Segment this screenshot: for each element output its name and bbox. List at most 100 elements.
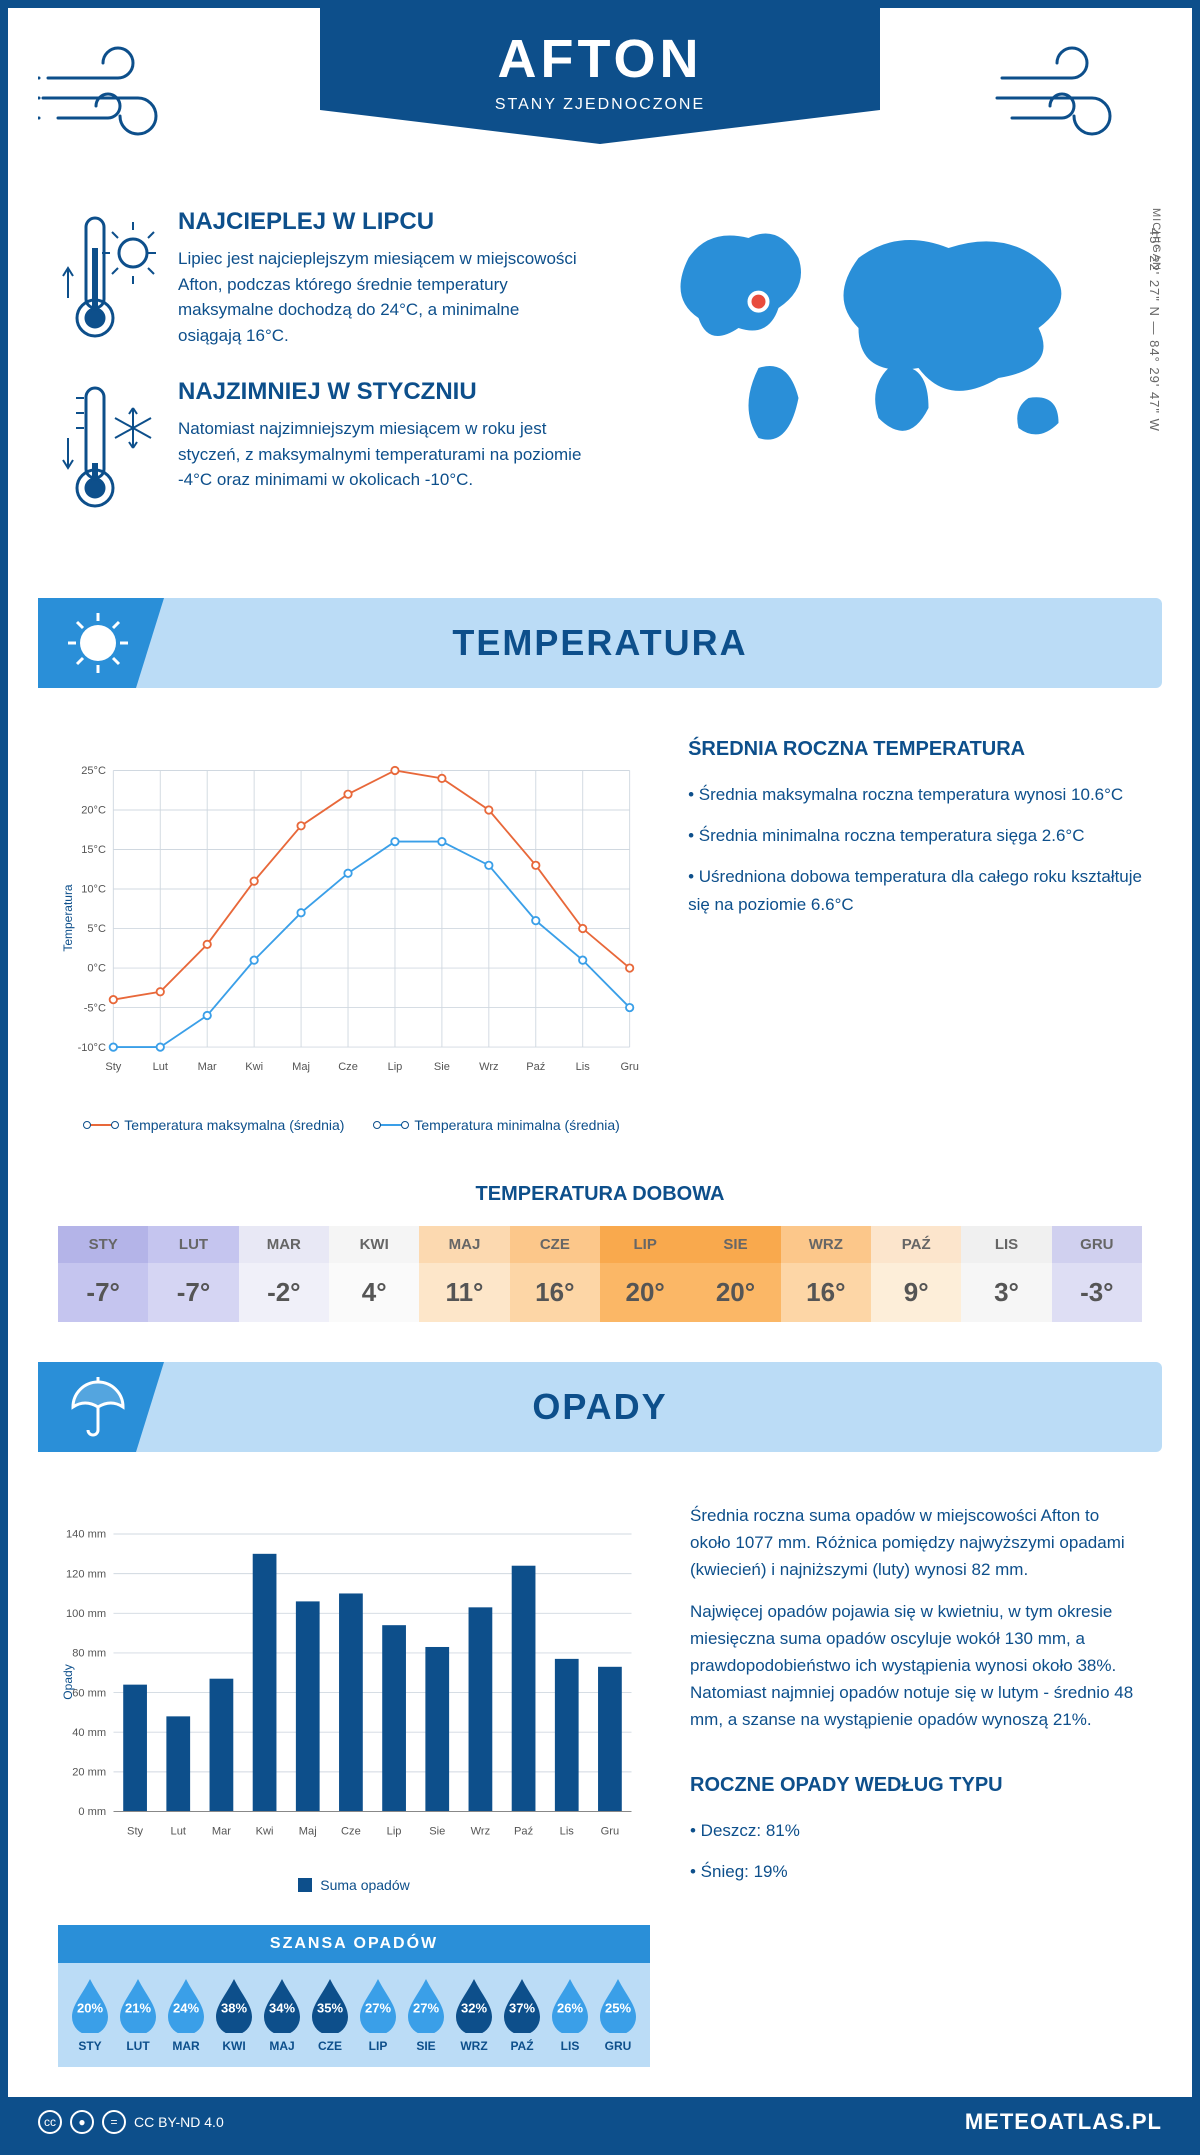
precip-chart-legend: Suma opadów [58, 1877, 650, 1895]
svg-text:-10°C: -10°C [78, 1042, 106, 1054]
rain-chance-item: 26% LIS [548, 1977, 592, 2053]
by-icon: ● [70, 2110, 94, 2134]
daily-temp-month: CZE [510, 1226, 600, 1263]
precip-type-item: • Śnieg: 19% [690, 1858, 1142, 1885]
rain-chance-month: MAR [164, 2039, 208, 2053]
svg-text:Kwi: Kwi [256, 1826, 274, 1838]
daily-temp-value: -3° [1052, 1263, 1142, 1322]
daily-temp-month: GRU [1052, 1226, 1142, 1263]
wind-icon [38, 38, 208, 148]
rain-chance-month: MAJ [260, 2039, 304, 2053]
svg-text:20 mm: 20 mm [72, 1767, 106, 1779]
svg-text:Maj: Maj [292, 1061, 310, 1073]
rain-chance-month: PAŹ [500, 2039, 544, 2053]
legend-max-label: Temperatura maksymalna (średnia) [124, 1117, 344, 1133]
svg-text:80 mm: 80 mm [72, 1648, 106, 1660]
rain-chance-month: KWI [212, 2039, 256, 2053]
raindrop-icon: 21% [116, 1977, 160, 2033]
rain-chance-percent: 27% [365, 2000, 391, 2015]
rain-chance-month: CZE [308, 2039, 352, 2053]
temp-summary-title: ŚREDNIA ROCZNA TEMPERATURA [688, 738, 1142, 761]
svg-text:40 mm: 40 mm [72, 1727, 106, 1739]
daily-temp-month: LIP [600, 1226, 690, 1263]
raindrop-icon: 27% [404, 1977, 448, 2033]
rain-chance-item: 20% STY [68, 1977, 112, 2053]
temp-summary-bullet: • Średnia minimalna roczna temperatura s… [688, 822, 1142, 849]
temp-chart-legend: Temperatura maksymalna (średnia) Tempera… [58, 1113, 648, 1133]
svg-text:100 mm: 100 mm [66, 1608, 106, 1620]
daily-temp-value: 16° [510, 1263, 600, 1322]
rain-chance-item: 25% GRU [596, 1977, 640, 2053]
rain-chance-item: 21% LUT [116, 1977, 160, 2053]
daily-temp-value: 20° [690, 1263, 780, 1322]
svg-text:Lis: Lis [576, 1061, 591, 1073]
svg-text:Mar: Mar [198, 1061, 217, 1073]
precip-summary-p2: Najwięcej opadów pojawia się w kwietniu,… [690, 1598, 1142, 1734]
cc-icon: cc [38, 2110, 62, 2134]
rain-chance-item: 27% SIE [404, 1977, 448, 2053]
svg-text:5°C: 5°C [87, 923, 106, 935]
svg-text:60 mm: 60 mm [72, 1687, 106, 1699]
rain-chance-percent: 20% [77, 2000, 103, 2015]
svg-text:-5°C: -5°C [84, 1002, 106, 1014]
daily-temp-month: LUT [148, 1226, 238, 1263]
rain-chance-month: LIS [548, 2039, 592, 2053]
rain-chance-item: 27% LIP [356, 1977, 400, 2053]
svg-text:140 mm: 140 mm [66, 1529, 106, 1541]
license-text: CC BY-ND 4.0 [134, 2114, 224, 2130]
rain-chance-percent: 21% [125, 2000, 151, 2015]
rain-chance-month: LIP [356, 2039, 400, 2053]
rain-chance-item: 24% MAR [164, 1977, 208, 2053]
temp-summary-bullet: • Średnia maksymalna roczna temperatura … [688, 781, 1142, 808]
raindrop-icon: 27% [356, 1977, 400, 2033]
nd-icon: = [102, 2110, 126, 2134]
title-banner: AFTON STANY ZJEDNOCZONE [320, 8, 880, 144]
svg-text:Lut: Lut [171, 1826, 186, 1838]
daily-temp-value: 20° [600, 1263, 690, 1322]
svg-text:Sie: Sie [429, 1826, 445, 1838]
rain-chance-percent: 35% [317, 2000, 343, 2015]
svg-text:Wrz: Wrz [479, 1061, 498, 1073]
daily-temp-value: 3° [961, 1263, 1051, 1322]
svg-text:Paź: Paź [514, 1826, 533, 1838]
daily-temp-month: SIE [690, 1226, 780, 1263]
thermometer-hot-icon [58, 208, 158, 348]
legend-min-label: Temperatura minimalna (średnia) [414, 1117, 619, 1133]
daily-temp-value: -2° [239, 1263, 329, 1322]
warmest-text: Lipiec jest najcieplejszym miesiącem w m… [178, 246, 585, 348]
legend-precip-label: Suma opadów [320, 1877, 410, 1893]
rain-chance-percent: 37% [509, 2000, 535, 2015]
rain-chance-percent: 34% [269, 2000, 295, 2015]
daily-temp-month: MAJ [419, 1226, 509, 1263]
daily-temp-month: STY [58, 1226, 148, 1263]
daily-temp-title: TEMPERATURA DOBOWA [58, 1183, 1142, 1206]
daily-temp-month: MAR [239, 1226, 329, 1263]
rain-chance-month: WRZ [452, 2039, 496, 2053]
thermometer-cold-icon [58, 378, 158, 518]
country-subtitle: STANY ZJEDNOCZONE [320, 96, 880, 114]
raindrop-icon: 25% [596, 1977, 640, 2033]
rain-chance-month: GRU [596, 2039, 640, 2053]
precipitation-bar-chart: 0 mm20 mm40 mm60 mm80 mm100 mm120 mm140 … [58, 1502, 650, 1862]
rain-chance-month: STY [68, 2039, 112, 2053]
raindrop-icon: 26% [548, 1977, 592, 2033]
raindrop-icon: 32% [452, 1977, 496, 2033]
intro-section: NAJCIEPLEJ W LIPCU Lipiec jest najcieple… [8, 188, 1192, 578]
svg-text:Paź: Paź [526, 1061, 545, 1073]
daily-temperature-table: TEMPERATURA DOBOWA STYLUTMARKWIMAJCZELIP… [8, 1163, 1192, 1342]
rain-chance-panel: SZANSA OPADÓW 20% STY 21% LUT 24% MAR 38… [58, 1925, 650, 2067]
raindrop-icon: 38% [212, 1977, 256, 2033]
coldest-title: NAJZIMNIEJ W STYCZNIU [178, 378, 585, 406]
svg-text:Cze: Cze [338, 1061, 358, 1073]
temperature-line-chart: -10°C-5°C0°C5°C10°C15°C20°C25°CStyLutMar… [58, 738, 648, 1098]
daily-temp-value: 4° [329, 1263, 419, 1322]
svg-text:Temperatura: Temperatura [61, 884, 75, 952]
rain-chance-percent: 38% [221, 2000, 247, 2015]
coldest-text: Natomiast najzimniejszym miesiącem w rok… [178, 416, 585, 493]
daily-temp-value: -7° [148, 1263, 238, 1322]
precip-type-item: • Deszcz: 81% [690, 1817, 1142, 1844]
temp-summary-bullet: • Uśredniona dobowa temperatura dla całe… [688, 863, 1142, 917]
wind-icon [992, 38, 1162, 148]
svg-text:Gru: Gru [620, 1061, 638, 1073]
rain-chance-item: 32% WRZ [452, 1977, 496, 2053]
